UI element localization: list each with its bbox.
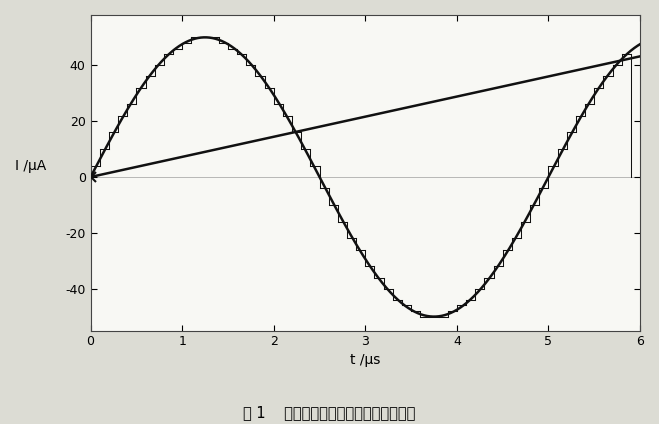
Text: 图 1    调整型共源共栅结构延迟线仿真图: 图 1 调整型共源共栅结构延迟线仿真图 bbox=[243, 405, 416, 420]
X-axis label: t /μs: t /μs bbox=[350, 353, 380, 367]
Y-axis label: I /μA: I /μA bbox=[15, 159, 46, 173]
